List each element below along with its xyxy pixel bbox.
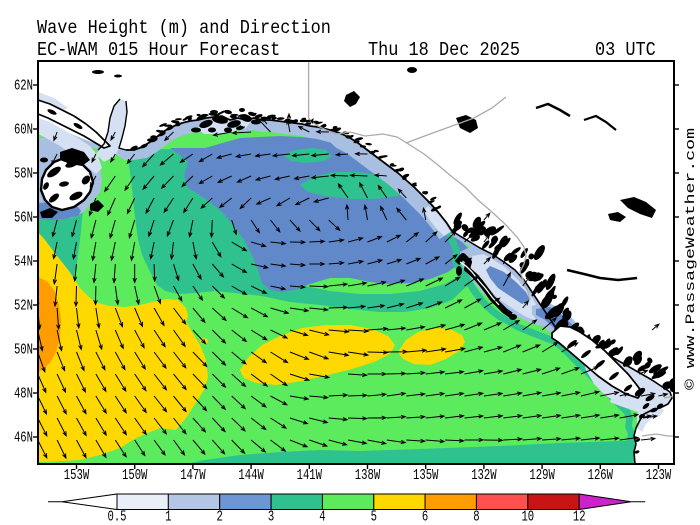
svg-text:123W: 123W: [646, 466, 672, 483]
svg-text:8: 8: [473, 508, 479, 525]
svg-text:0.5: 0.5: [107, 508, 126, 525]
svg-text:135W: 135W: [413, 466, 439, 483]
svg-text:46N: 46N: [14, 429, 33, 446]
svg-text:3: 3: [268, 508, 274, 525]
svg-text:© www.PassageWeather.com: © www.PassageWeather.com: [684, 128, 698, 390]
svg-text:150W: 150W: [122, 466, 148, 483]
svg-text:10: 10: [521, 508, 534, 525]
svg-text:52N: 52N: [14, 297, 33, 314]
svg-text:141W: 141W: [297, 466, 323, 483]
svg-text:126W: 126W: [588, 466, 614, 483]
svg-text:138W: 138W: [355, 466, 381, 483]
svg-text:153W: 153W: [64, 466, 90, 483]
svg-text:4: 4: [319, 508, 326, 525]
svg-text:54N: 54N: [14, 253, 33, 270]
svg-text:50N: 50N: [14, 341, 33, 358]
svg-text:56N: 56N: [14, 209, 33, 226]
svg-text:48N: 48N: [14, 385, 33, 402]
svg-text:144W: 144W: [238, 466, 264, 483]
svg-text:Wave Height (m) and Direction: Wave Height (m) and Direction: [37, 18, 331, 39]
svg-text:132W: 132W: [471, 466, 497, 483]
svg-text:147W: 147W: [180, 466, 206, 483]
svg-text:12: 12: [573, 508, 586, 525]
svg-text:129W: 129W: [529, 466, 555, 483]
svg-text:1: 1: [165, 508, 172, 525]
svg-text:5: 5: [371, 508, 377, 525]
svg-text:6: 6: [422, 508, 428, 525]
svg-text:Thu 18 Dec 2025: Thu 18 Dec 2025: [368, 40, 520, 61]
svg-text:60N: 60N: [14, 121, 33, 138]
svg-text:EC-WAM 015 Hour Forecast: EC-WAM 015 Hour Forecast: [37, 40, 280, 61]
svg-text:03 UTC: 03 UTC: [595, 40, 656, 61]
svg-text:58N: 58N: [14, 165, 33, 182]
svg-text:62N: 62N: [14, 77, 33, 94]
svg-text:2: 2: [217, 508, 223, 525]
